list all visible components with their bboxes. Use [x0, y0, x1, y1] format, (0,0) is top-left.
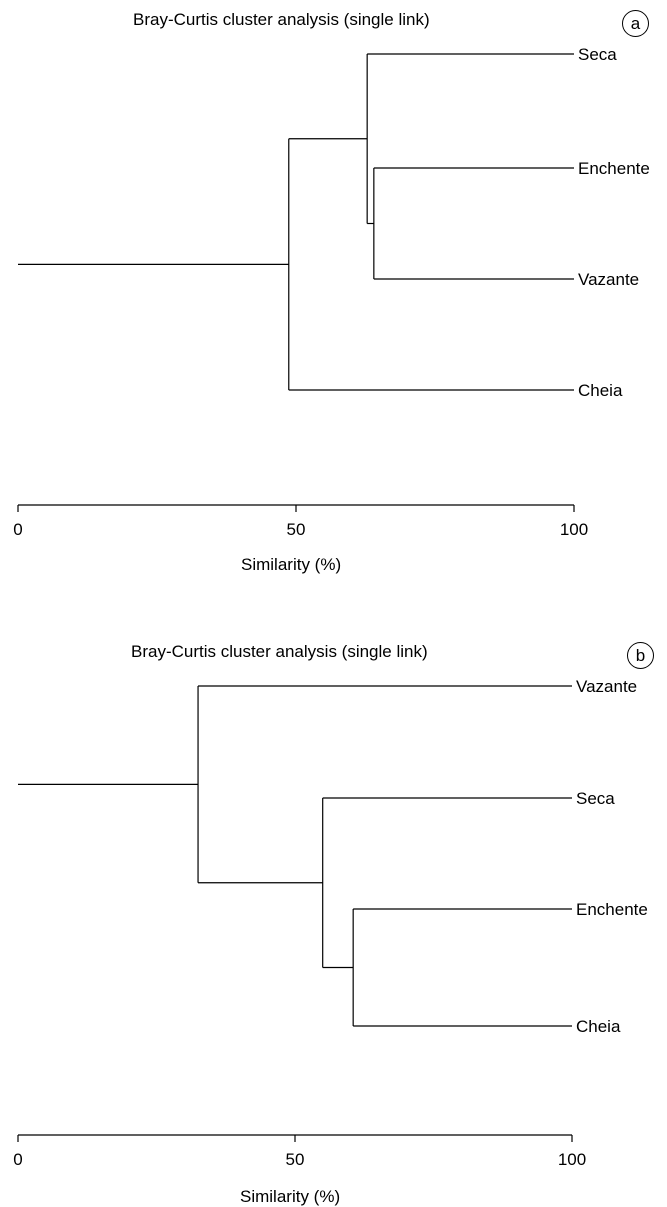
- leaf-label: Cheia: [576, 1017, 621, 1036]
- x-tick-label: 50: [286, 1150, 305, 1169]
- leaf-label: Seca: [576, 789, 615, 808]
- chart-title: Bray-Curtis cluster analysis (single lin…: [131, 642, 428, 661]
- leaf-label: Vazante: [576, 677, 637, 696]
- leaf-label: Seca: [578, 45, 617, 64]
- dendrogram-plot: Seca Enchente Vazante Cheia 0 50 100: [13, 45, 650, 539]
- leaf-label: Enchente: [576, 900, 648, 919]
- dendrogram-panel-a: Bray-Curtis cluster analysis (single lin…: [0, 0, 667, 600]
- leaf-label: Vazante: [578, 270, 639, 289]
- leaf-label: Enchente: [578, 159, 650, 178]
- x-tick-label: 50: [287, 520, 306, 539]
- dendrogram-plot: Vazante Seca Enchente Cheia 0 50 100: [13, 677, 648, 1169]
- x-tick-label: 100: [558, 1150, 586, 1169]
- dendrogram-panel-b: Bray-Curtis cluster analysis (single lin…: [0, 600, 667, 1207]
- x-tick-label: 0: [13, 520, 22, 539]
- leaf-label: Cheia: [578, 381, 623, 400]
- panel-label-badge: b: [627, 642, 654, 669]
- panel-label-badge: a: [622, 10, 649, 37]
- x-tick-label: 100: [560, 520, 588, 539]
- x-tick-label: 0: [13, 1150, 22, 1169]
- x-axis-title: Similarity (%): [241, 555, 342, 574]
- x-axis-title: Similarity (%): [240, 1187, 341, 1206]
- chart-title: Bray-Curtis cluster analysis (single lin…: [133, 10, 430, 29]
